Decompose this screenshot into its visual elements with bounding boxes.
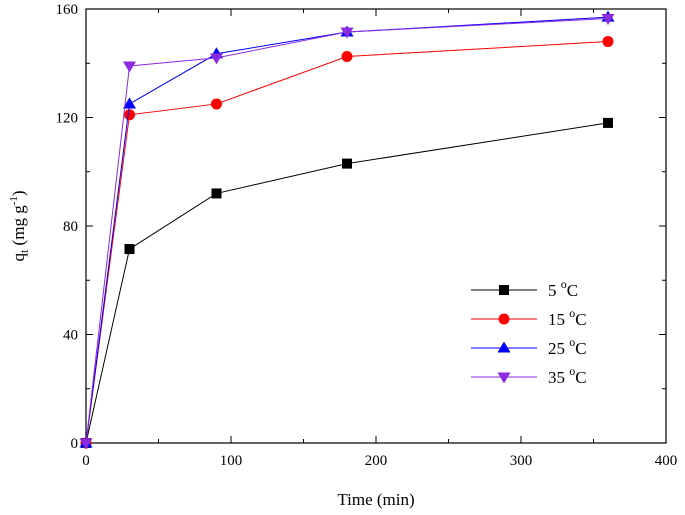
y-tick-label: 120 — [56, 111, 79, 127]
y-axis-title-unit-close: ) — [9, 190, 28, 196]
y-axis-title-unit-open: (mg g — [9, 205, 28, 250]
y-axis-title-sub: t — [17, 249, 31, 253]
series-line — [85, 122, 609, 444]
data-point — [211, 98, 222, 110]
y-tick-label: 160 — [56, 2, 79, 18]
axis-ticks: 0 100 200 300 400 0 40 80 120 160 — [56, 2, 678, 469]
y-tick-label: 80 — [63, 219, 78, 235]
legend-label-deg: o — [569, 364, 575, 378]
data-point — [603, 117, 613, 128]
data-point — [342, 158, 352, 169]
legend-label-deg: o — [569, 306, 575, 320]
legend-label-unit: C — [575, 339, 586, 358]
series-line — [85, 17, 609, 444]
x-tick-label: 200 — [365, 453, 388, 469]
data-point — [123, 97, 136, 109]
data-series — [79, 10, 615, 450]
legend-label-unit: C — [567, 281, 578, 300]
data-point — [124, 109, 135, 121]
data-point — [124, 244, 135, 255]
series-triangle-up — [79, 10, 615, 448]
y-tick-label: 0 — [71, 436, 79, 452]
y-axis-title: qt (mg g-1) — [8, 190, 31, 261]
data-point — [210, 53, 223, 65]
data-point — [601, 13, 615, 25]
legend-marker — [498, 313, 510, 325]
legend-label-unit: C — [575, 310, 586, 329]
data-point — [211, 188, 222, 199]
data-point — [341, 50, 353, 62]
y-axis-title-base: q — [9, 253, 28, 262]
data-point — [79, 438, 93, 450]
data-point — [602, 36, 614, 48]
series-triangle-down — [79, 13, 615, 450]
legend-marker — [497, 341, 511, 353]
legend-label-num: 15 — [548, 310, 569, 329]
series-line — [85, 41, 609, 444]
legend-label-deg: o — [569, 335, 575, 349]
legend-label: 25 oC — [548, 335, 587, 358]
legend-label-unit: C — [575, 368, 586, 387]
series-line — [85, 16, 609, 444]
legend-item: 25 oC — [471, 335, 587, 358]
legend-label-num: 25 — [548, 339, 569, 358]
legend-label-num: 5 — [548, 281, 561, 300]
y-axis-title-unit-sup: -1 — [8, 196, 20, 205]
x-tick-label: 0 — [82, 453, 90, 469]
legend-item: 35 oC — [471, 364, 587, 387]
series-circle — [80, 36, 614, 449]
legend-label: 5 oC — [548, 277, 578, 300]
legend-item: 15 oC — [471, 306, 587, 329]
x-tick-label: 300 — [510, 453, 533, 469]
legend-marker — [497, 372, 511, 384]
legend-label-num: 35 — [548, 368, 569, 387]
legend-label-deg: o — [561, 277, 567, 291]
legend-item: 5 oC — [471, 277, 578, 300]
x-tick-label: 400 — [655, 453, 678, 469]
y-tick-label: 40 — [63, 328, 78, 344]
legend-label: 35 oC — [548, 364, 587, 387]
data-point — [340, 27, 354, 39]
series-square — [81, 117, 613, 448]
legend-label: 15 oC — [548, 306, 587, 329]
data-point — [123, 61, 136, 73]
x-tick-label: 100 — [220, 453, 243, 469]
x-axis-title: Time (min) — [337, 490, 414, 509]
legend-marker — [499, 285, 509, 295]
